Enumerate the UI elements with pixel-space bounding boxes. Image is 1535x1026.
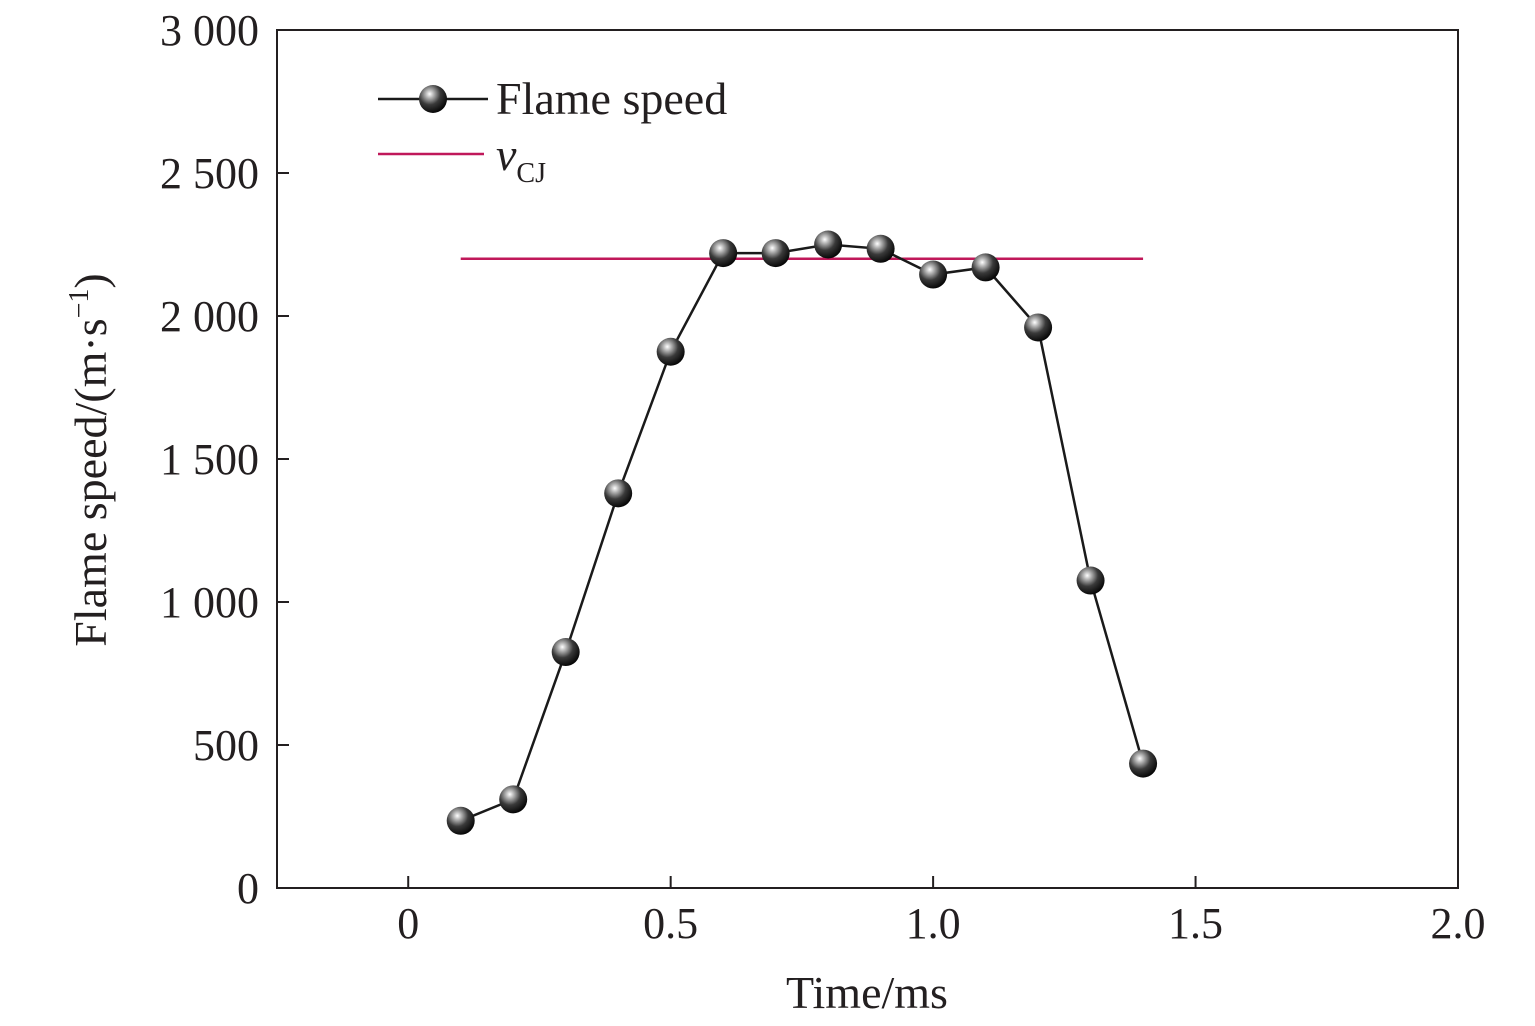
legend-flame-speed-label: Flame speed [496,73,727,124]
x-tick-label: 0.5 [643,899,698,948]
flame-speed-point [1024,313,1053,342]
legend: Flame speed vCJ [378,73,727,189]
y-axis-label-close: ) [65,273,116,288]
y-tick-label: 2 000 [160,292,259,341]
x-tick-label: 0 [397,899,419,948]
flame-speed-point [971,253,1000,282]
y-axis-ticks: 0 500 1 000 1 500 2 000 2 500 3 000 [160,6,289,913]
flame-speed-point [1076,566,1105,595]
flame-speed-point [761,239,790,268]
x-axis-ticks: 0 0.5 1.0 1.5 2.0 [397,876,1486,948]
flame-speed-point [604,479,633,508]
flame-speed-point [656,337,685,366]
flame-speed-point [446,806,475,835]
y-tick-label: 0 [237,864,259,913]
x-tick-label: 1.0 [906,899,961,948]
flame-speed-point [919,260,948,289]
legend-flame-speed-marker [419,85,447,113]
flame-speed-point [499,785,528,814]
flame-speed-series [446,230,1158,835]
y-axis-label-main: Flame speed/(m·s [65,318,116,646]
y-tick-label: 3 000 [160,6,259,55]
flame-speed-point [814,230,843,259]
x-axis-label: Time/ms [786,967,948,1018]
y-tick-label: 1 000 [160,578,259,627]
flame-speed-point [866,234,895,263]
legend-vcj-main: v [496,129,517,180]
y-axis-label: Flame speed/(m·s−1) [64,273,116,646]
flame-speed-point [1129,749,1158,778]
y-tick-label: 1 500 [160,435,259,484]
x-tick-label: 1.5 [1168,899,1223,948]
legend-vcj-sub: CJ [516,158,546,189]
x-tick-label: 2.0 [1431,899,1486,948]
legend-vcj-label: vCJ [496,129,546,189]
y-tick-label: 500 [193,721,259,770]
plot-frame [276,29,1459,889]
y-axis-label-superscript: −1 [64,289,95,319]
flame-speed-point [709,239,738,268]
y-tick-label: 2 500 [160,149,259,198]
flame-speed-point [551,638,580,667]
